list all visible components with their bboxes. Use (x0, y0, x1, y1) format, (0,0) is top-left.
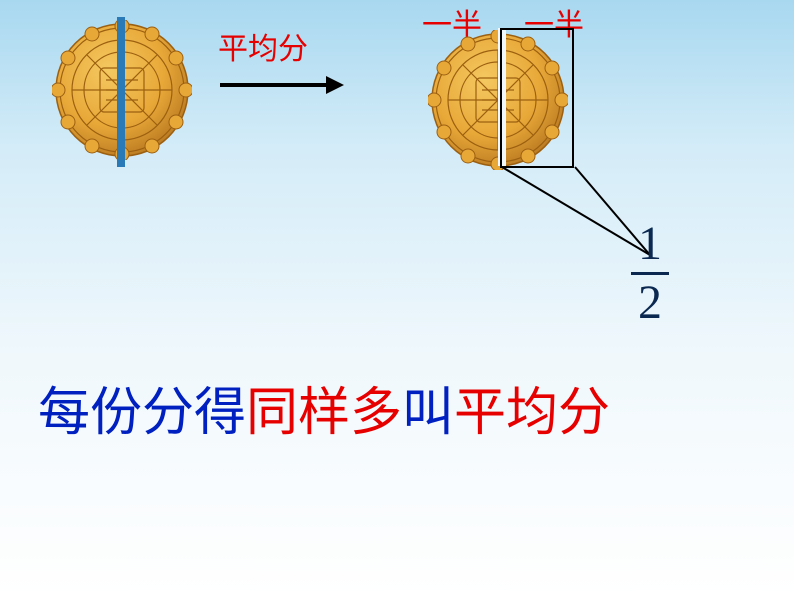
callout-box (500, 28, 574, 168)
sentence-part2: 同样多 (246, 384, 402, 442)
fraction-line (631, 272, 669, 275)
divider-line (117, 17, 125, 167)
fraction-one-half: 1 2 (620, 220, 680, 327)
sentence-part4: 平均分 (454, 384, 610, 442)
sentence-part3: 叫 (402, 384, 454, 442)
label-pingjunfen: 平均分 (218, 24, 308, 68)
arrow-icon (218, 70, 348, 105)
fraction-denominator: 2 (620, 279, 680, 327)
fraction-numerator: 1 (620, 220, 680, 268)
main-sentence: 每份分得同样多叫平均分 (38, 370, 610, 445)
sentence-part1: 每份分得 (38, 384, 246, 442)
